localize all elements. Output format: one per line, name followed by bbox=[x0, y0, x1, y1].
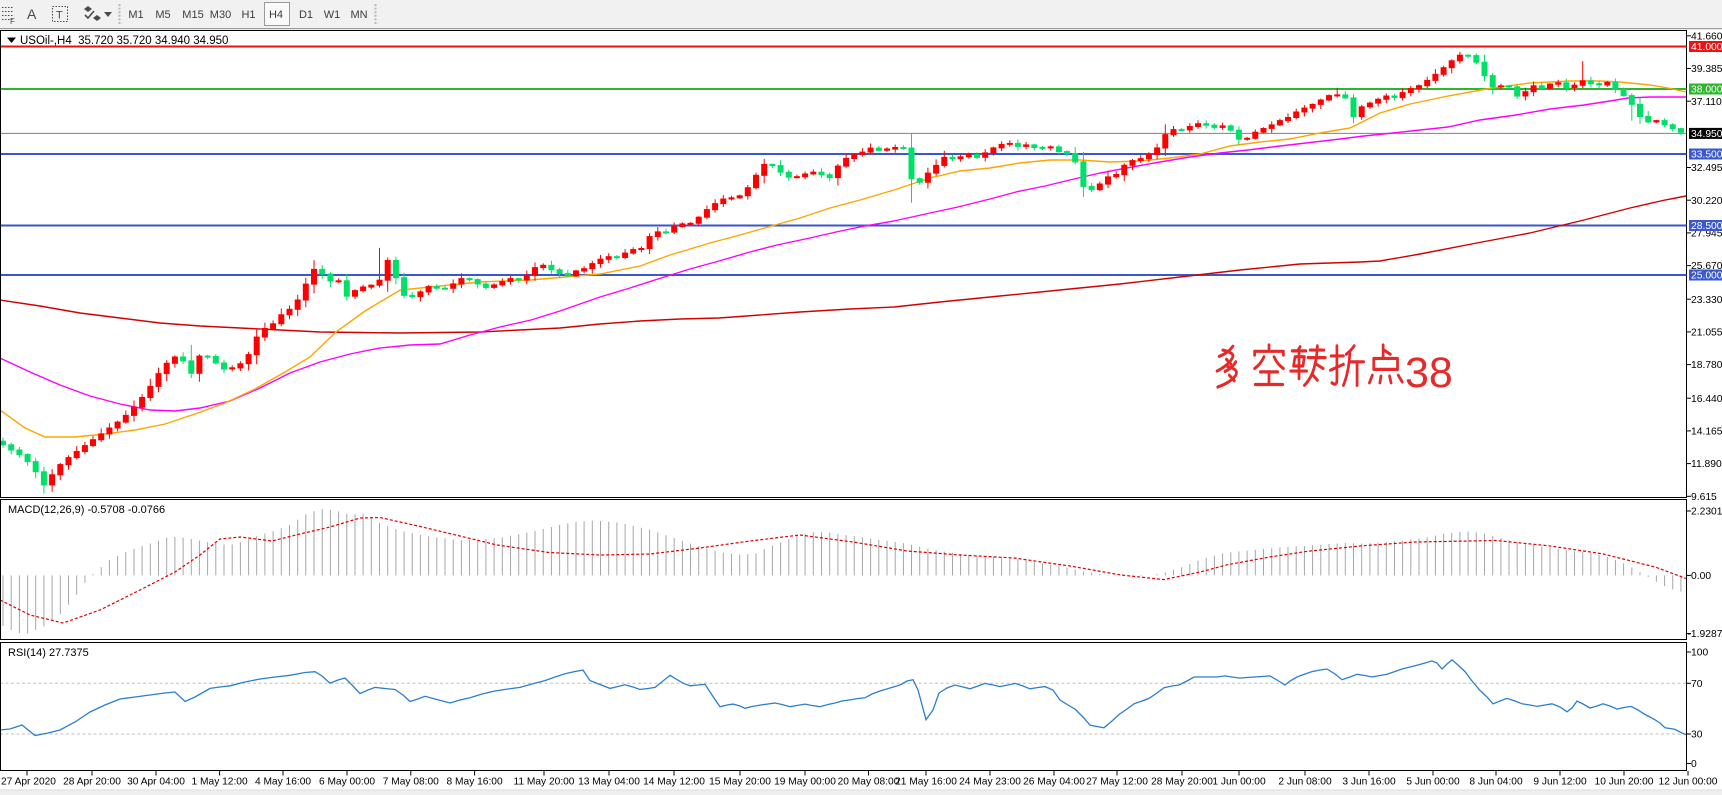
svg-text:8 Jun 04:00: 8 Jun 04:00 bbox=[1469, 777, 1523, 788]
svg-text:23.330: 23.330 bbox=[1691, 295, 1722, 306]
svg-text:16.440: 16.440 bbox=[1691, 394, 1722, 405]
svg-text:4 May 16:00: 4 May 16:00 bbox=[255, 777, 311, 788]
svg-text:9.615: 9.615 bbox=[1691, 492, 1717, 503]
svg-text:W1: W1 bbox=[324, 9, 341, 21]
svg-text:MN: MN bbox=[350, 9, 367, 21]
svg-text:38.000: 38.000 bbox=[1691, 85, 1722, 96]
svg-text:27 May 12:00: 27 May 12:00 bbox=[1086, 777, 1148, 788]
svg-text:2.2301: 2.2301 bbox=[1691, 507, 1722, 518]
svg-text:30: 30 bbox=[1691, 730, 1703, 741]
svg-text:9 Jun 12:00: 9 Jun 12:00 bbox=[1533, 777, 1587, 788]
svg-text:34.950: 34.950 bbox=[1691, 129, 1722, 140]
svg-text:70: 70 bbox=[1691, 679, 1703, 690]
svg-text:25.670: 25.670 bbox=[1691, 261, 1722, 272]
svg-text:D1: D1 bbox=[299, 9, 313, 21]
svg-text:0.00: 0.00 bbox=[1691, 571, 1711, 582]
svg-text:H4: H4 bbox=[269, 9, 283, 21]
svg-text:1 Jun 00:00: 1 Jun 00:00 bbox=[1212, 777, 1266, 788]
svg-text:30 Apr 04:00: 30 Apr 04:00 bbox=[127, 777, 185, 788]
svg-text:H1: H1 bbox=[241, 9, 255, 21]
svg-text:USOil-,H4 35.720 35.720 34.94: USOil-,H4 35.720 35.720 34.940 34.950 bbox=[20, 35, 228, 47]
svg-text:14.165: 14.165 bbox=[1691, 427, 1722, 438]
svg-text:27.945: 27.945 bbox=[1691, 229, 1722, 240]
svg-text:2 Jun 08:00: 2 Jun 08:00 bbox=[1278, 777, 1332, 788]
svg-text:12 Jun 00:00: 12 Jun 00:00 bbox=[1659, 777, 1718, 788]
svg-text:26 May 04:00: 26 May 04:00 bbox=[1023, 777, 1085, 788]
svg-text:27 Apr 2020: 27 Apr 2020 bbox=[1, 777, 56, 788]
svg-text:3 Jun 16:00: 3 Jun 16:00 bbox=[1342, 777, 1396, 788]
svg-text:38: 38 bbox=[1405, 349, 1453, 397]
svg-text:25.000: 25.000 bbox=[1691, 271, 1722, 282]
svg-text:21.055: 21.055 bbox=[1691, 328, 1722, 339]
svg-text:41.660: 41.660 bbox=[1691, 31, 1722, 42]
svg-text:M30: M30 bbox=[210, 9, 231, 21]
svg-text:41.000: 41.000 bbox=[1691, 42, 1722, 53]
svg-text:6 May 00:00: 6 May 00:00 bbox=[319, 777, 375, 788]
svg-text:MACD(12,26,9) -0.5708 -0.0766: MACD(12,26,9) -0.5708 -0.0766 bbox=[8, 504, 165, 516]
svg-text:18.780: 18.780 bbox=[1691, 360, 1722, 371]
svg-text:F: F bbox=[10, 17, 15, 26]
svg-text:19 May 00:00: 19 May 00:00 bbox=[774, 777, 836, 788]
svg-text:30.220: 30.220 bbox=[1691, 196, 1722, 207]
svg-text:14 May 12:00: 14 May 12:00 bbox=[643, 777, 705, 788]
svg-text:13 May 04:00: 13 May 04:00 bbox=[578, 777, 640, 788]
svg-text:1 May 12:00: 1 May 12:00 bbox=[192, 777, 248, 788]
svg-text:28.500: 28.500 bbox=[1691, 221, 1722, 232]
svg-text:28 Apr 20:00: 28 Apr 20:00 bbox=[63, 777, 121, 788]
svg-text:11 May 20:00: 11 May 20:00 bbox=[514, 777, 575, 788]
svg-text:10 Jun 20:00: 10 Jun 20:00 bbox=[1595, 777, 1654, 788]
svg-text:5 Jun 00:00: 5 Jun 00:00 bbox=[1406, 777, 1460, 788]
svg-text:T: T bbox=[56, 10, 63, 22]
svg-text:8 May 16:00: 8 May 16:00 bbox=[447, 777, 503, 788]
svg-text:33.500: 33.500 bbox=[1691, 150, 1722, 161]
svg-text:24 May 23:00: 24 May 23:00 bbox=[959, 777, 1021, 788]
svg-text:A: A bbox=[27, 6, 37, 22]
svg-text:28 May 20:00: 28 May 20:00 bbox=[1151, 777, 1213, 788]
svg-text:-1.9287: -1.9287 bbox=[1688, 629, 1722, 640]
svg-text:RSI(14) 27.7375: RSI(14) 27.7375 bbox=[8, 647, 89, 659]
svg-text:0: 0 bbox=[1691, 759, 1697, 770]
svg-text:M5: M5 bbox=[155, 9, 170, 21]
svg-text:15 May 20:00: 15 May 20:00 bbox=[709, 777, 771, 788]
svg-text:32.495: 32.495 bbox=[1691, 163, 1722, 174]
svg-text:M15: M15 bbox=[182, 9, 203, 21]
svg-text:37.110: 37.110 bbox=[1691, 97, 1722, 108]
svg-text:39.385: 39.385 bbox=[1691, 64, 1722, 75]
svg-text:7 May 08:00: 7 May 08:00 bbox=[383, 777, 439, 788]
svg-text:11.890: 11.890 bbox=[1691, 459, 1722, 470]
svg-text:100: 100 bbox=[1691, 648, 1708, 659]
svg-text:21 May 16:00: 21 May 16:00 bbox=[895, 777, 957, 788]
svg-text:M1: M1 bbox=[128, 9, 143, 21]
svg-text:20 May 08:00: 20 May 08:00 bbox=[838, 777, 900, 788]
